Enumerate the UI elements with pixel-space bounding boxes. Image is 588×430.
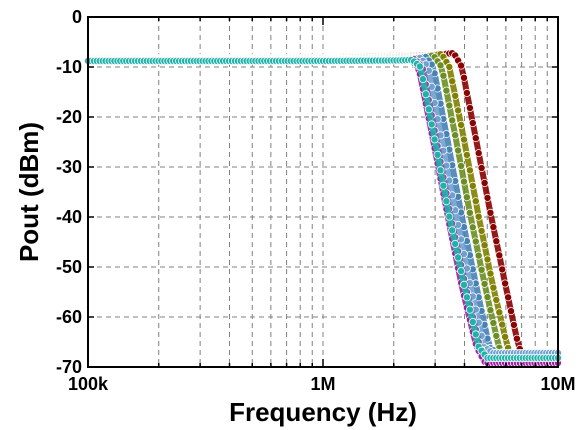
data-point <box>483 193 492 202</box>
data-point <box>459 280 468 289</box>
data-point <box>468 181 477 190</box>
data-point <box>483 293 492 302</box>
data-point <box>477 163 486 172</box>
data-point <box>509 320 518 329</box>
data-point <box>415 62 424 71</box>
series-8 <box>84 56 563 362</box>
data-point <box>477 226 486 235</box>
data-point <box>480 178 489 187</box>
data-point <box>474 251 483 260</box>
data-point <box>448 77 457 86</box>
data-point <box>471 330 480 339</box>
data-point <box>462 193 471 202</box>
data-point <box>486 208 495 217</box>
data-point <box>451 91 460 100</box>
data-point <box>430 135 439 144</box>
series-layer <box>84 49 563 367</box>
data-point <box>498 265 507 274</box>
data-point <box>459 177 468 186</box>
data-point <box>424 105 433 114</box>
data-point <box>459 135 468 144</box>
data-point <box>465 305 474 314</box>
data-point <box>418 75 427 84</box>
data-point <box>492 331 501 340</box>
y-tick-label: -30 <box>56 157 82 177</box>
data-point <box>459 73 468 82</box>
x-tick-label: 10M <box>540 374 575 394</box>
data-point <box>454 253 463 262</box>
data-point <box>471 237 480 246</box>
data-point <box>465 166 474 175</box>
data-point <box>457 267 466 276</box>
data-point <box>451 131 460 140</box>
data-point <box>468 223 477 232</box>
data-point <box>483 255 492 264</box>
data-point <box>436 61 445 70</box>
data-point <box>498 320 507 329</box>
data-point <box>457 121 466 130</box>
data-point <box>445 62 454 71</box>
data-point <box>421 90 430 99</box>
data-point <box>445 101 454 110</box>
data-point <box>462 293 471 302</box>
data-point <box>445 212 454 221</box>
data-point <box>439 71 448 80</box>
data-point <box>457 61 466 70</box>
data-point <box>506 307 515 316</box>
data-point <box>489 318 498 327</box>
data-point <box>486 306 495 315</box>
data-point <box>439 181 448 190</box>
x-tick-label: 100k <box>68 374 109 394</box>
data-point <box>486 269 495 278</box>
data-point <box>465 208 474 217</box>
data-point <box>454 106 463 115</box>
data-point <box>474 212 483 221</box>
data-point <box>495 251 504 260</box>
y-tick-label: -40 <box>56 207 82 227</box>
data-point <box>480 241 489 250</box>
data-point <box>495 308 504 317</box>
x-tick-label: 1M <box>310 374 335 394</box>
data-point <box>427 120 436 129</box>
data-point <box>504 293 513 302</box>
data-point <box>454 146 463 155</box>
data-point <box>436 166 445 175</box>
data-point <box>468 119 477 128</box>
y-tick-label: -60 <box>56 307 82 327</box>
x-axis-title: Frequency (Hz) <box>229 397 417 427</box>
data-point <box>468 317 477 326</box>
y-tick-label: -50 <box>56 257 82 277</box>
y-tick-label: -70 <box>56 357 82 377</box>
data-point <box>480 279 489 288</box>
data-point <box>448 116 457 125</box>
data-point <box>442 197 451 206</box>
data-point <box>471 134 480 143</box>
data-point <box>471 197 480 206</box>
data-point <box>501 332 510 341</box>
data-point <box>489 223 498 232</box>
y-axis-title: Pout (dBm) <box>14 122 44 262</box>
data-point <box>492 295 501 304</box>
data-point <box>492 237 501 246</box>
data-point <box>512 334 521 343</box>
y-tick-label: 0 <box>72 7 82 27</box>
data-point <box>448 226 457 235</box>
y-tick-label: -20 <box>56 107 82 127</box>
y-tick-label: -10 <box>56 57 82 77</box>
data-point <box>474 149 483 158</box>
data-point <box>451 239 460 248</box>
ticks <box>87 16 558 368</box>
data-point <box>465 104 474 113</box>
data-point <box>501 279 510 288</box>
data-point <box>462 150 471 159</box>
data-point <box>457 161 466 170</box>
data-point <box>489 283 498 292</box>
data-point <box>477 265 486 274</box>
data-point <box>462 88 471 97</box>
data-point <box>433 150 442 159</box>
data-point <box>442 86 451 95</box>
